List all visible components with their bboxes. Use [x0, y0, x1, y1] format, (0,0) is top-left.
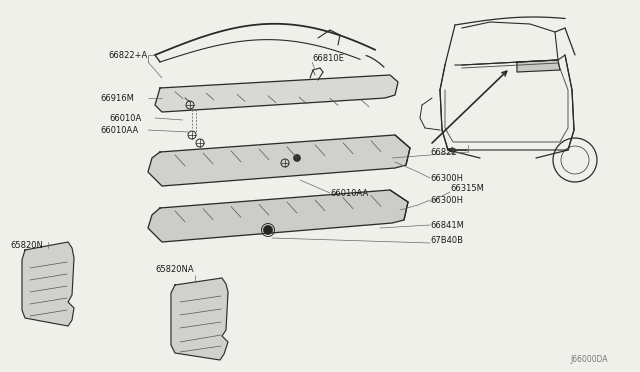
Text: 66810E: 66810E [312, 54, 344, 62]
Polygon shape [517, 60, 560, 72]
Polygon shape [155, 75, 398, 112]
Text: 66822: 66822 [430, 148, 456, 157]
Polygon shape [148, 190, 408, 242]
Text: 66010A: 66010A [109, 113, 141, 122]
Polygon shape [148, 135, 410, 186]
Text: 66300H: 66300H [430, 173, 463, 183]
Text: 66916M: 66916M [100, 93, 134, 103]
Text: 67B40B: 67B40B [430, 235, 463, 244]
Text: 65820N: 65820N [10, 241, 43, 250]
Text: 66841M: 66841M [430, 221, 464, 230]
Polygon shape [22, 242, 74, 326]
Polygon shape [171, 278, 228, 360]
Text: 66300H: 66300H [430, 196, 463, 205]
Text: 66822+A: 66822+A [108, 51, 147, 60]
Circle shape [294, 154, 301, 161]
Text: 66010AA: 66010AA [330, 189, 368, 198]
Text: J66000DA: J66000DA [570, 356, 608, 365]
Text: 65820NA: 65820NA [155, 266, 194, 275]
Circle shape [264, 225, 273, 234]
Text: 66315M: 66315M [450, 183, 484, 192]
Text: 66010AA: 66010AA [100, 125, 138, 135]
